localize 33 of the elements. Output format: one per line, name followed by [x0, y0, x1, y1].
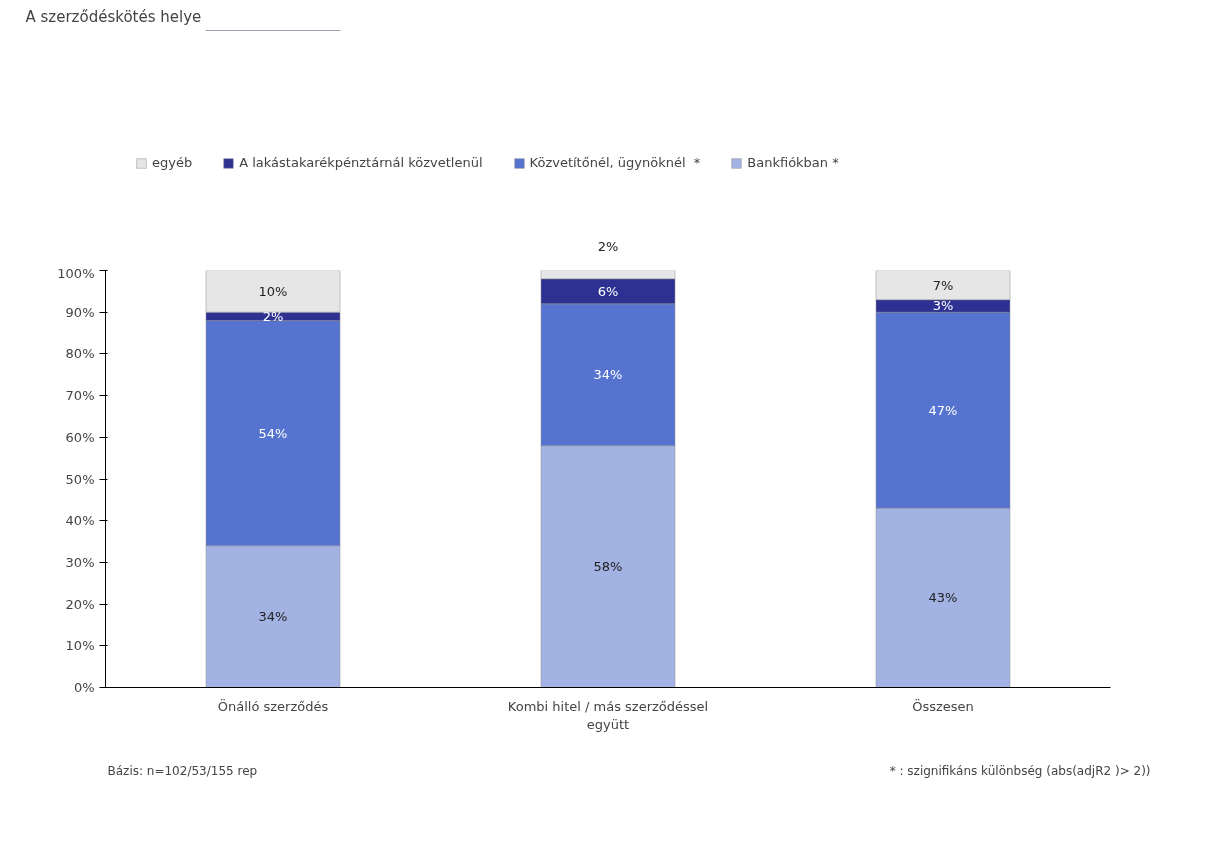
data-label: 2%: [262, 308, 284, 324]
data-label: 43%: [928, 590, 958, 606]
data-label: 10%: [258, 283, 288, 299]
y-tick-label: 70%: [65, 388, 95, 404]
text: * : szignifikáns különbség (abs(adjR2 )> 2)): [889, 763, 1151, 778]
y-tick-label: 0%: [73, 680, 95, 695]
chart-title: A szerződéskötés helye: [25, 7, 202, 26]
y-tick-label: 10%: [65, 638, 95, 654]
legend-label: Bankfiókban *: [747, 155, 839, 170]
data-label: 3%: [932, 298, 954, 314]
y-tick-label: 90%: [65, 304, 95, 320]
legend-label: Közvetítőnél, ügynöknél *: [529, 155, 701, 170]
legend-label: A lakástakarékpénztárnál közvetlenül: [239, 155, 483, 170]
text: Bázis: n=102/53/155 rep: [107, 763, 258, 778]
y-tick-label: 80%: [65, 346, 95, 362]
y-tick-label: 100%: [57, 265, 95, 281]
data-label: 6%: [597, 283, 619, 299]
data-label: 34%: [258, 609, 288, 625]
legend-label: egyéb: [152, 155, 193, 170]
y-tick-label: 60%: [65, 429, 95, 445]
data-label: 7%: [932, 277, 954, 293]
y-tick-label: 40%: [65, 513, 95, 529]
data-label: 2%: [597, 238, 619, 254]
x-tick-label: Összesen: [912, 697, 974, 714]
y-tick-label: 20%: [65, 596, 95, 612]
data-label: 54%: [258, 425, 288, 441]
x-tick-label: Kombi hitel / más szerződéssel együtt: [507, 698, 709, 732]
y-tick-label: 30%: [65, 554, 95, 570]
x-tick-label: Önálló szerződés: [217, 697, 329, 714]
data-label: 47%: [928, 402, 958, 418]
data-label: 34%: [593, 367, 623, 383]
data-label: 58%: [593, 559, 623, 575]
y-tick-label: 50%: [65, 471, 95, 487]
